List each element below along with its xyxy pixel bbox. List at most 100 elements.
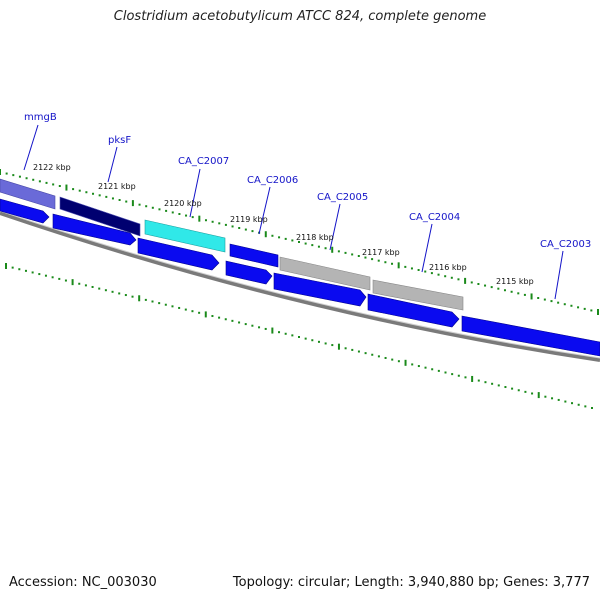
outer-scale-tick <box>78 189 81 192</box>
gene-inner-5[interactable] <box>273 272 367 307</box>
inner-scale-tick <box>424 366 427 369</box>
gene-CA_C2007[interactable] <box>144 219 226 253</box>
inner-scale-tick <box>51 276 54 279</box>
gene-inner-7[interactable] <box>461 315 600 357</box>
inner-scale-tick <box>58 277 61 280</box>
outer-scale-tick <box>298 241 300 243</box>
outer-scale-tick <box>111 197 114 200</box>
inner-scale-tick <box>91 285 94 288</box>
inner-scale-tick <box>111 290 114 293</box>
gene-mmgB[interactable] <box>0 178 56 210</box>
inner-scale-tick <box>311 339 314 342</box>
gene-label-CA_C2007: CA_C2007 <box>178 156 229 167</box>
inner-scale-tick <box>551 397 554 400</box>
outer-scale-tick <box>32 178 35 181</box>
inner-scale-tick <box>371 353 374 356</box>
inner-scale-tick <box>451 373 454 376</box>
gene-inner-4[interactable] <box>225 260 273 285</box>
gene-label-CA_C2003: CA_C2003 <box>540 239 591 250</box>
outer-scale-tick <box>364 256 367 259</box>
inner-scale-tick <box>44 274 47 277</box>
outer-scale-tick <box>271 234 274 237</box>
inner-scale-tick <box>11 266 14 269</box>
outer-scale-tick <box>317 245 320 248</box>
outer-scale-tick <box>284 237 287 240</box>
outer-scale-tick <box>151 206 154 209</box>
outer-scale-tick <box>158 208 161 211</box>
outer-scale-tick <box>278 236 281 239</box>
inner-scale-tick <box>464 376 467 379</box>
inner-scale-tick <box>397 360 400 363</box>
inner-scale-tick <box>38 273 41 276</box>
inner-scale-tick <box>364 352 367 355</box>
inner-scale-tick <box>138 295 141 302</box>
inner-scale-tick <box>484 381 487 384</box>
inner-scale-tick <box>231 319 234 322</box>
inner-scale-tick <box>471 375 474 382</box>
outer-scale-tick <box>457 278 460 281</box>
outer-scale-tick <box>244 228 247 231</box>
inner-scale-tick <box>557 398 560 401</box>
inner-scale-tick <box>198 311 201 314</box>
gene-inner-6[interactable] <box>367 293 460 328</box>
gene-CA_C2005[interactable] <box>279 256 371 291</box>
inner-scale-tick <box>31 271 34 274</box>
inner-scale-tick <box>104 289 107 292</box>
gene-CA_C2006[interactable] <box>229 243 279 268</box>
outer-scale-tick <box>344 251 347 254</box>
inner-scale-tick <box>477 379 480 382</box>
outer-scale-tick <box>185 214 188 217</box>
outer-scale-tick <box>557 301 560 304</box>
inner-scale-tick <box>171 305 174 308</box>
outer-scale-tick <box>58 185 61 187</box>
outer-scale-tick <box>118 199 121 201</box>
outer-scale-tick <box>397 262 400 269</box>
gene-inner-3[interactable] <box>137 237 220 271</box>
inner-scale-tick <box>258 326 261 329</box>
inner-scale-tick <box>278 331 281 334</box>
outer-scale-tick <box>264 231 267 238</box>
inner-scale-tick <box>591 407 593 409</box>
outer-scale-tick <box>25 177 28 180</box>
outer-scale-tick <box>204 219 207 222</box>
inner-scale-tick <box>324 342 327 345</box>
inner-scale-tick <box>298 336 300 338</box>
inner-scale-tick <box>331 344 334 347</box>
inner-scale-tick <box>337 343 340 350</box>
inner-scale-tick <box>517 389 520 392</box>
inner-scale-tick <box>78 282 81 285</box>
outer-scale-tick <box>45 181 48 184</box>
gene-inner-2[interactable] <box>52 213 137 246</box>
gene-CA_C2004[interactable] <box>372 279 464 311</box>
outer-scale-tick <box>65 184 68 191</box>
inner-scale-tick <box>178 306 181 309</box>
outer-scale-tick <box>563 303 566 306</box>
outer-scale-tick <box>450 276 453 279</box>
inner-scale-tick <box>224 318 227 321</box>
outer-scale-tick <box>85 191 88 194</box>
inner-scale-tick <box>531 392 534 395</box>
outer-scale-tick <box>171 211 174 214</box>
inner-scale-tick <box>497 384 500 387</box>
inner-scale-tick <box>584 405 587 408</box>
outer-scale-tick <box>331 246 334 253</box>
outer-scale-tick <box>12 174 15 177</box>
outer-scale-tick <box>410 267 413 270</box>
gene-label-CA_C2004: CA_C2004 <box>409 212 460 223</box>
inner-scale-tick <box>84 284 87 287</box>
gene-inner-1[interactable] <box>0 198 50 224</box>
gene-pksF[interactable] <box>59 196 141 237</box>
outer-scale-tick <box>198 215 201 222</box>
gene-label-CA_C2005: CA_C2005 <box>317 192 368 203</box>
outer-scale-tick <box>523 293 526 296</box>
outer-scale-tick <box>131 200 134 207</box>
outer-scale-tick <box>98 194 101 197</box>
inner-scale-tick <box>98 287 101 290</box>
inner-scale-tick <box>238 321 241 324</box>
accession-text: Accession: NC_003030 <box>9 575 157 590</box>
kbp-label-2121: 2121 kbp <box>98 182 136 191</box>
outer-scale-tick <box>490 286 493 289</box>
outer-scale-tick <box>570 304 573 307</box>
inner-scale-tick <box>571 402 574 405</box>
inner-scale-tick <box>18 268 21 271</box>
